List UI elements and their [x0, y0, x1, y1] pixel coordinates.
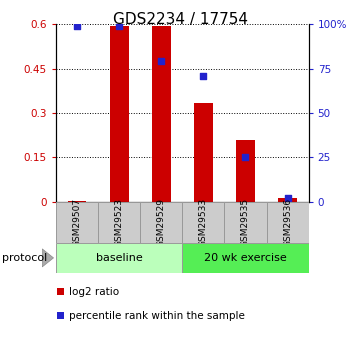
Text: protocol: protocol — [2, 253, 47, 263]
Bar — [194, 102, 213, 202]
Point — [74, 23, 80, 29]
Bar — [56, 243, 182, 273]
Text: GSM29535: GSM29535 — [241, 198, 250, 247]
Point — [243, 155, 248, 160]
Text: GSM29529: GSM29529 — [157, 198, 166, 247]
Text: GDS2234 / 17754: GDS2234 / 17754 — [113, 12, 248, 27]
Bar — [57, 288, 64, 295]
Bar — [266, 202, 309, 243]
Text: percentile rank within the sample: percentile rank within the sample — [69, 311, 244, 321]
Text: GSM29536: GSM29536 — [283, 198, 292, 247]
Bar — [57, 312, 64, 319]
Bar — [278, 198, 297, 202]
Bar — [152, 26, 171, 202]
Text: 20 wk exercise: 20 wk exercise — [204, 253, 287, 263]
Point — [285, 196, 291, 201]
Point — [200, 73, 206, 78]
Bar — [182, 243, 309, 273]
Bar — [140, 202, 182, 243]
Bar — [110, 26, 129, 202]
Text: GSM29533: GSM29533 — [199, 198, 208, 247]
Text: GSM29523: GSM29523 — [115, 198, 123, 247]
Bar — [225, 202, 266, 243]
Text: log2 ratio: log2 ratio — [69, 287, 119, 296]
Text: baseline: baseline — [96, 253, 143, 263]
Bar — [68, 201, 87, 202]
Point — [116, 23, 122, 29]
Text: GSM29507: GSM29507 — [73, 198, 82, 247]
Point — [158, 59, 164, 64]
Bar — [98, 202, 140, 243]
Polygon shape — [42, 249, 53, 267]
Bar — [236, 140, 255, 202]
Bar — [182, 202, 225, 243]
Bar — [56, 202, 98, 243]
